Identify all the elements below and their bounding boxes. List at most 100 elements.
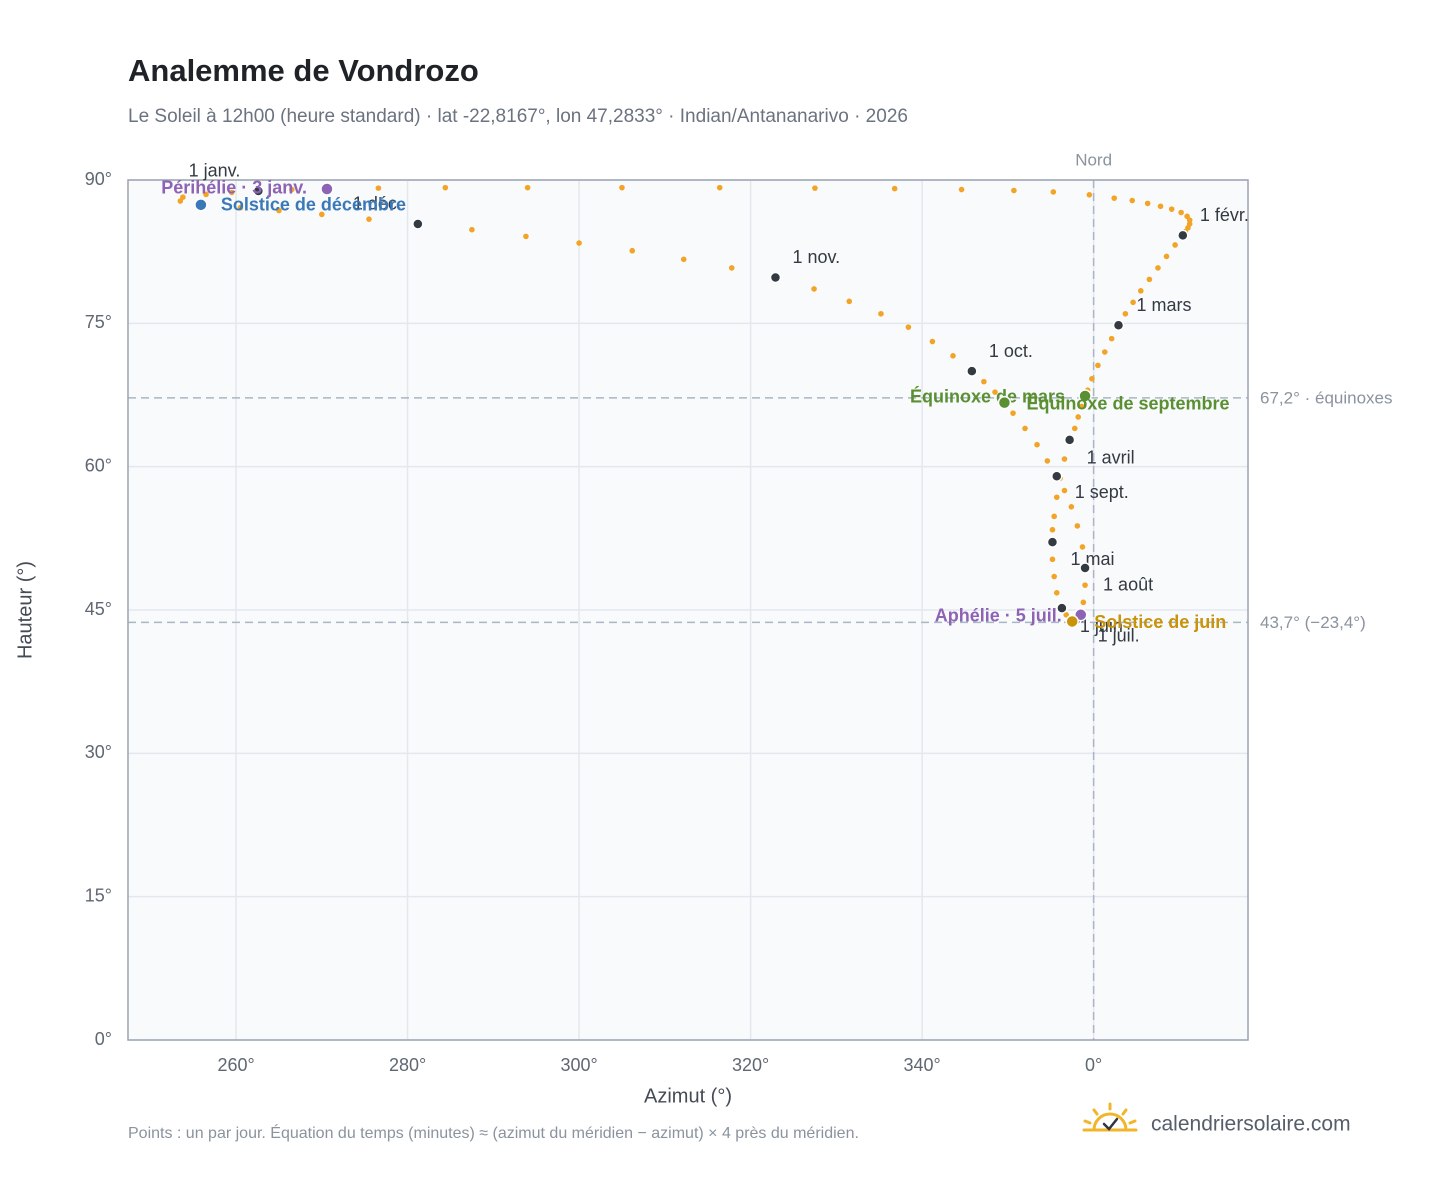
daily-point [716, 184, 723, 191]
daily-point [1049, 556, 1056, 563]
daily-point [1079, 544, 1086, 550]
daily-point [728, 265, 735, 271]
y-tick-label: 0° [95, 1029, 112, 1049]
event-label: Solstice de juin [1094, 612, 1226, 632]
daily-point [878, 310, 884, 317]
daily-point [228, 189, 235, 196]
daily-point [1061, 487, 1068, 494]
daily-point [524, 184, 531, 191]
month-marker [966, 365, 978, 377]
daily-point [1022, 425, 1028, 432]
month-marker [252, 185, 265, 197]
month-marker [1056, 602, 1068, 614]
daily-point [958, 186, 965, 193]
daily-point [1089, 375, 1095, 382]
reference-label: Nord [1075, 150, 1112, 169]
event-marker [1078, 389, 1092, 403]
month-label: 1 mars [1137, 295, 1192, 315]
daily-point [629, 247, 636, 254]
event-label: Équinoxe de mars [910, 386, 1065, 407]
daily-point [1051, 513, 1057, 520]
month-marker [1046, 536, 1059, 548]
month-label: 1 nov. [792, 247, 840, 267]
daily-point [1178, 209, 1184, 216]
daily-point [1155, 265, 1161, 271]
daily-point [891, 185, 898, 192]
daily-point [1050, 189, 1057, 195]
month-label: 1 août [1103, 575, 1153, 595]
daily-point [1157, 203, 1164, 210]
daily-point [375, 185, 382, 191]
daily-point [442, 184, 449, 191]
daily-point [1063, 611, 1069, 618]
month-marker [1079, 562, 1091, 574]
y-tick-label: 30° [85, 742, 112, 762]
chart-title: Analemme de Vondrozo [128, 53, 479, 88]
month-label: 1 juin [1080, 616, 1123, 636]
month-marker [1112, 319, 1125, 331]
daily-point [1082, 582, 1088, 588]
chart-subtitle: Le Soleil à 12h00 (heure standard) · lat… [128, 106, 908, 127]
daily-point [366, 216, 372, 222]
month-label: 1 sept. [1075, 482, 1129, 502]
y-tick-label: 60° [85, 455, 112, 475]
daily-point [576, 240, 582, 246]
daily-point [619, 184, 625, 191]
month-label: 1 oct. [989, 341, 1033, 361]
daily-point [1034, 441, 1040, 448]
month-label: 1 févr. [1200, 205, 1249, 225]
daily-point [1146, 276, 1153, 283]
brand-logo [1082, 1102, 1138, 1132]
event-marker [194, 198, 208, 212]
daily-point [1172, 242, 1178, 248]
daily-point [1068, 504, 1075, 510]
event-marker [320, 182, 334, 196]
month-marker [1063, 434, 1076, 446]
daily-point [1078, 403, 1085, 410]
month-label: 1 déc. [353, 194, 402, 214]
daily-point [1086, 192, 1093, 198]
daily-point [905, 324, 912, 330]
daily-point [1044, 458, 1051, 464]
daily-point [846, 298, 853, 305]
x-tick-label: 0° [1085, 1055, 1102, 1075]
event-label: Solstice de décembre [221, 195, 406, 215]
event-marker [997, 395, 1012, 410]
y-tick-label: 75° [85, 312, 112, 332]
daily-point [1101, 349, 1108, 355]
event-label: Aphélie · 5 juil. [935, 606, 1062, 626]
month-marker [769, 271, 782, 284]
event-marker [1065, 614, 1079, 629]
event-label: Périhélie · 3 janv. [161, 178, 307, 198]
daily-point [1168, 206, 1175, 212]
month-label: 1 mai [1070, 549, 1114, 569]
daily-point [1011, 187, 1017, 194]
y-tick-label: 15° [85, 885, 112, 905]
daily-point [1138, 288, 1144, 294]
daily-point [276, 207, 282, 214]
event-label: Équinoxe de septembre [1026, 392, 1229, 413]
daily-point [1053, 494, 1060, 501]
footnote: Points : un par jour. Équation du temps … [128, 1123, 859, 1142]
daily-point [1163, 253, 1170, 260]
daily-point [1061, 456, 1068, 462]
daily-point [237, 204, 244, 211]
daily-point [180, 194, 186, 200]
daily-point [1130, 299, 1136, 306]
y-tick-label: 45° [85, 599, 112, 619]
month-marker [1177, 229, 1189, 242]
month-label: 1 juil. [1098, 625, 1140, 645]
month-label: 1 avril [1087, 448, 1135, 468]
daily-point [1049, 526, 1056, 533]
daily-point [812, 185, 818, 191]
month-marker [412, 218, 424, 230]
daily-point [1080, 599, 1087, 606]
daily-point [1053, 590, 1060, 596]
month-marker [1051, 470, 1063, 482]
daily-point [1074, 523, 1081, 529]
daily-point [992, 389, 998, 395]
daily-point [1129, 197, 1136, 204]
plot-frame [127, 179, 1249, 1041]
daily-point [288, 186, 295, 193]
